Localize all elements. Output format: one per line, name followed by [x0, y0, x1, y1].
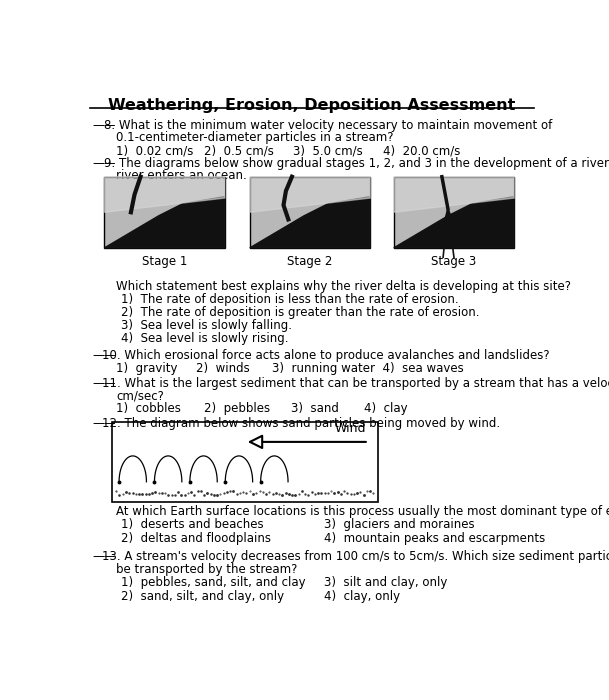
Text: 3)  running water  4)  sea waves: 3) running water 4) sea waves [272, 362, 463, 375]
Text: 1)  The rate of deposition is less than the rate of erosion.: 1) The rate of deposition is less than t… [121, 293, 459, 306]
Text: 9. The diagrams below show gradual stages 1, 2, and 3 in the development of a ri: 9. The diagrams below show gradual stage… [105, 157, 609, 170]
Text: 2)  sand, silt, and clay, only: 2) sand, silt, and clay, only [121, 589, 284, 603]
Text: ——: —— [93, 416, 116, 430]
Polygon shape [250, 176, 370, 212]
Text: ——: —— [93, 119, 116, 132]
Text: be transported by the stream?: be transported by the stream? [116, 563, 298, 575]
Polygon shape [105, 176, 225, 212]
Text: 12. The diagram below shows sand particles being moved by wind.: 12. The diagram below shows sand particl… [102, 416, 500, 430]
Text: 3)  Sea level is slowly falling.: 3) Sea level is slowly falling. [121, 319, 292, 332]
Text: 1)  deserts and beaches: 1) deserts and beaches [121, 519, 264, 531]
Text: 4)  mountain peaks and escarpments: 4) mountain peaks and escarpments [324, 533, 545, 545]
Text: river enters an ocean.: river enters an ocean. [116, 169, 247, 182]
Text: 8. What is the minimum water velocity necessary to maintain movement of: 8. What is the minimum water velocity ne… [105, 119, 553, 132]
Text: Stage 2: Stage 2 [287, 256, 333, 268]
Text: 1)  gravity: 1) gravity [116, 362, 178, 375]
Text: 2)  The rate of deposition is greater than the rate of erosion.: 2) The rate of deposition is greater tha… [121, 306, 479, 319]
Text: 2)  deltas and floodplains: 2) deltas and floodplains [121, 533, 271, 545]
Text: 0.1-centimeter-diameter particles in a stream?: 0.1-centimeter-diameter particles in a s… [116, 132, 394, 144]
Polygon shape [105, 197, 225, 248]
Text: ——: —— [93, 550, 116, 564]
Bar [111, 422, 378, 502]
Text: Weathering, Erosion, Deposition Assessment: Weathering, Erosion, Deposition Assessme… [108, 98, 516, 113]
Text: 3)  5.0 cm/s: 3) 5.0 cm/s [294, 144, 363, 158]
Text: At which Earth surface locations is this process usually the most dominant type : At which Earth surface locations is this… [116, 505, 609, 519]
Text: 1)  cobbles: 1) cobbles [116, 402, 181, 415]
Text: 4)  20.0 cm/s: 4) 20.0 cm/s [383, 144, 460, 158]
Polygon shape [394, 197, 514, 248]
Text: 2)  winds: 2) winds [197, 362, 250, 375]
Text: Stage 3: Stage 3 [431, 256, 477, 268]
Polygon shape [250, 197, 370, 248]
Text: ——: —— [93, 157, 116, 170]
Text: 4)  clay: 4) clay [364, 402, 407, 415]
Text: 13. A stream's velocity decreases from 100 cm/s to 5cm/s. Which size sediment pa: 13. A stream's velocity decreases from 1… [102, 550, 609, 564]
Bar [394, 176, 514, 248]
Text: Wind: Wind [335, 422, 367, 435]
Text: Which statement best explains why the river delta is developing at this site?: Which statement best explains why the ri… [116, 280, 571, 293]
Text: 10. Which erosional force acts alone to produce avalanches and landslides?: 10. Which erosional force acts alone to … [102, 349, 550, 362]
Text: 4)  clay, only: 4) clay, only [324, 589, 400, 603]
Text: cm/sec?: cm/sec? [116, 389, 164, 402]
Text: 4)  Sea level is slowly rising.: 4) Sea level is slowly rising. [121, 332, 289, 345]
Text: 11. What is the largest sediment that can be transported by a stream that has a : 11. What is the largest sediment that ca… [102, 377, 609, 390]
Text: 3)  glaciers and moraines: 3) glaciers and moraines [324, 519, 474, 531]
Text: 1)  pebbles, sand, silt, and clay: 1) pebbles, sand, silt, and clay [121, 575, 306, 589]
Text: 3)  silt and clay, only: 3) silt and clay, only [324, 575, 447, 589]
Bar [250, 176, 370, 248]
Polygon shape [394, 176, 514, 212]
Text: Stage 1: Stage 1 [142, 256, 188, 268]
Text: 3)  sand: 3) sand [291, 402, 339, 415]
Text: ——: —— [93, 377, 116, 390]
Text: ——: —— [93, 349, 116, 362]
Text: 2)  0.5 cm/s: 2) 0.5 cm/s [203, 144, 273, 158]
Text: 1)  0.02 cm/s: 1) 0.02 cm/s [116, 144, 194, 158]
Bar [105, 176, 225, 248]
Text: 2)  pebbles: 2) pebbles [203, 402, 270, 415]
